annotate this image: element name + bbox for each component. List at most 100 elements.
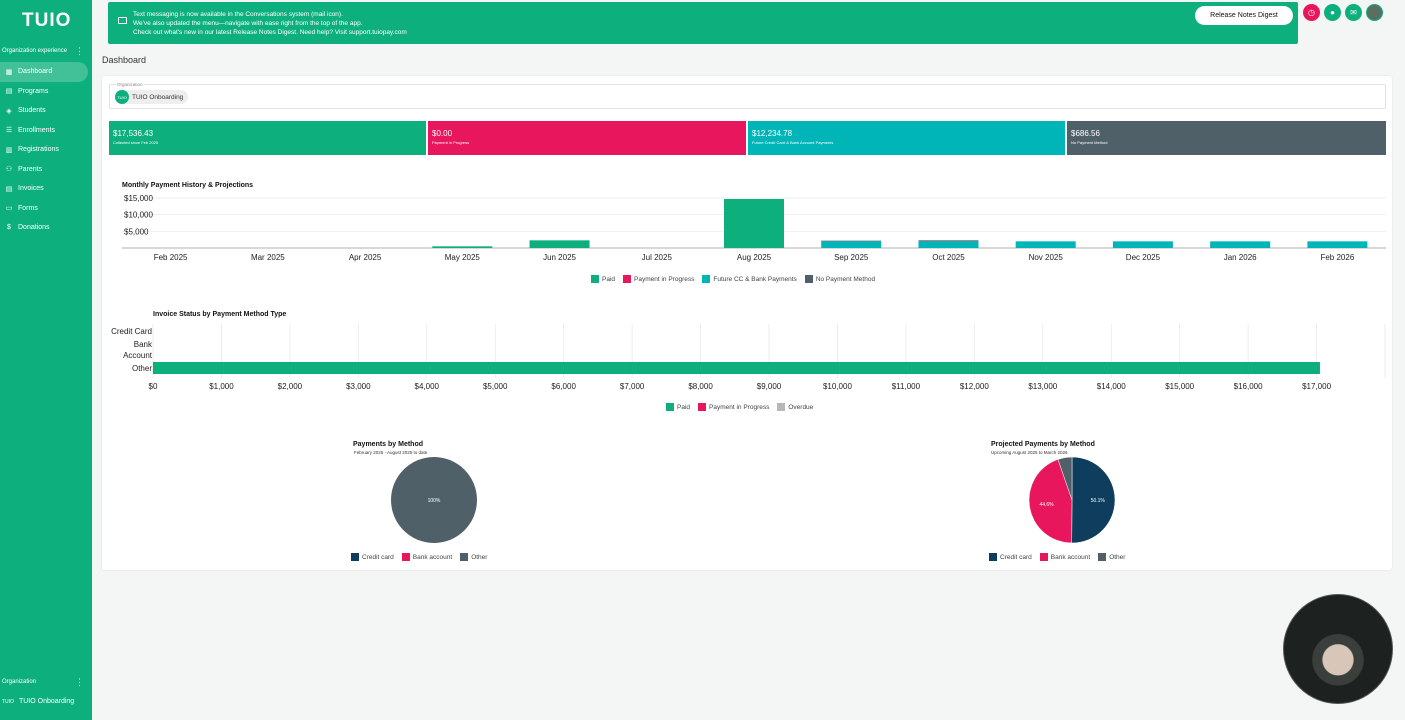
sidebar-item-parents[interactable]: ⚇ Parents [0,160,90,180]
presenter-video-bubble [1283,594,1393,704]
sidebar-item-donations[interactable]: $ Donations [0,218,90,238]
payments-by-method-title: Payments by Method [353,441,424,448]
organization-chip[interactable]: TUIO TUIO Onboarding [115,90,189,104]
banner-message: Text messaging is now available in the C… [133,10,407,37]
pie-slice-label: 50.1% [1091,498,1106,504]
bar[interactable] [153,362,1320,374]
release-notes-button[interactable]: Release Notes Digest [1195,6,1293,25]
stat-value: $686.56 [1071,129,1100,138]
bar[interactable] [821,240,882,242]
legend-item[interactable]: Payment in Progress [623,275,694,283]
pie-slice[interactable] [1057,456,1073,501]
chat-icon[interactable]: ● [1324,4,1341,21]
x-tick-label: May 2025 [445,253,481,262]
legend-item[interactable]: Credit card [351,553,394,561]
y-tick-label: Bank [134,340,153,349]
legend-swatch [777,403,786,411]
legend-item[interactable]: No Payment Method [804,275,876,283]
sidebar-item-students[interactable]: ◈ Students [0,101,90,121]
x-tick-label: Aug 2025 [737,253,772,262]
legend-label: Bank account [412,553,453,561]
x-tick-label: $9,000 [757,382,782,391]
x-tick-label: $5,000 [483,382,508,391]
bar[interactable] [432,246,493,248]
legend-item[interactable]: Bank account [401,553,453,561]
enrollments-icon: ☰ [5,127,13,135]
projected-payments-subtitle: Upcoming August 2025 to March 2026 [991,450,1068,455]
x-tick-label: $2,000 [278,382,303,391]
bar[interactable] [1307,241,1368,248]
stat-no-payment-method[interactable]: $686.56 No Payment Method [1067,121,1386,155]
legend-item[interactable]: Other [460,553,487,561]
legend-item[interactable]: Payment in Progress [698,403,769,411]
sidebar-item-dashboard[interactable]: ▦ Dashboard [0,62,88,82]
bar[interactable] [1112,241,1173,248]
mail-icon[interactable]: ✉ [1345,4,1362,21]
stat-collected[interactable]: $17,536.43 Collected since Feb 2025 [109,121,426,155]
org-mini-logo: TUIO [2,698,14,705]
bar[interactable] [918,240,979,242]
stat-value: $0.00 [432,129,453,138]
x-tick-label: $10,000 [823,382,852,391]
organization-select[interactable]: Organization TUIO TUIO Onboarding [109,82,1386,109]
sidebar-item-forms[interactable]: ▭ Forms [0,199,90,219]
legend-label: Overdue [788,403,814,411]
sidebar-nav: ▦ Dashboard ▤ Programs ◈ Students ☰ Enrollments… [0,62,90,238]
sidebar-item-registrations[interactable]: ▥ Registrations [0,140,90,160]
legend-item[interactable]: Future CC & Bank Payments [702,275,797,283]
dashboard-icon: ▦ [5,68,13,76]
payments-by-method-legend: Credit card Bank account Other [351,553,495,561]
stat-in-progress[interactable]: $0.00 Payment in Progress [428,121,746,155]
bar[interactable] [821,241,882,248]
bar[interactable] [918,241,979,248]
x-tick-label: $12,000 [960,382,989,391]
legend-item[interactable]: Paid [591,275,615,283]
sidebar-item-invoices[interactable]: ▤ Invoices [0,179,90,199]
stat-value: $17,536.43 [113,129,154,138]
tuio-logo[interactable]: TUIO [22,10,72,31]
sidebar-item-label: Invoices [18,185,44,193]
monthly-payment-chart: $15,000 $10,000 $5,000 Feb 2025 Mar 2025 Apr … [122,194,1386,262]
pie-slice[interactable] [1028,459,1073,544]
stat-future-payments[interactable]: $12,234.78 Future Credit Card & Bank Acc… [748,121,1065,155]
legend-label: Future CC & Bank Payments [713,275,797,283]
banner-line-1: Text messaging is now available in the C… [133,11,343,18]
sidebar-item-label: Forms [18,204,38,212]
sidebar-section-label: Organization experience [2,48,68,54]
organization-chip-label: TUIO Onboarding [132,93,184,101]
bar[interactable] [724,199,784,248]
x-tick-label: Oct 2025 [932,253,965,262]
legend-swatch [591,275,599,283]
invoice-status-chart: $0 $1,000 $2,000 $3,000 $4,000 $5,000 $6,000 $7… [111,324,1386,391]
bar[interactable] [1210,241,1271,248]
legend-label: Payment in Progress [634,275,695,283]
user-avatar[interactable] [1366,4,1383,21]
legend-item[interactable]: Other [1098,553,1125,561]
x-tick-label: Feb 2025 [154,253,188,262]
legend-item[interactable]: Bank account [1039,553,1090,561]
clock-icon[interactable]: ◷ [1303,4,1320,21]
sidebar: TUIO Organization experience ⋮ ▦ Dashboar… [0,0,92,720]
org-switcher-label: TUIO Onboarding [18,698,75,705]
legend-label: No Payment Method [815,275,876,283]
section-menu-icon[interactable]: ⋮ [75,46,84,56]
bar[interactable] [1015,241,1076,248]
bar[interactable] [529,240,590,248]
pie-slice[interactable] [391,457,477,543]
org-switcher[interactable]: TUIO TUIO Onboarding [2,698,74,705]
legend-item[interactable]: Overdue [777,403,813,411]
sidebar-item-label: Donations [18,224,50,232]
x-tick-label: Nov 2025 [1029,253,1064,262]
footer-menu-icon[interactable]: ⋮ [75,677,84,687]
sidebar-item-label: Students [18,107,46,115]
sidebar-item-programs[interactable]: ▤ Programs [0,82,90,102]
x-tick-label: Jul 2025 [642,253,673,262]
sidebar-item-enrollments[interactable]: ☰ Enrollments [0,121,90,141]
projected-payments-pie: 50.1% 44.6% [1028,456,1116,544]
x-tick-label: Mar 2025 [251,253,285,262]
legend-item[interactable]: Credit card [989,553,1032,561]
legend-label: Paid [677,403,691,411]
legend-item[interactable]: Paid [666,403,690,411]
legend-label: Paid [602,275,616,283]
pie-slice[interactable] [1071,456,1116,544]
